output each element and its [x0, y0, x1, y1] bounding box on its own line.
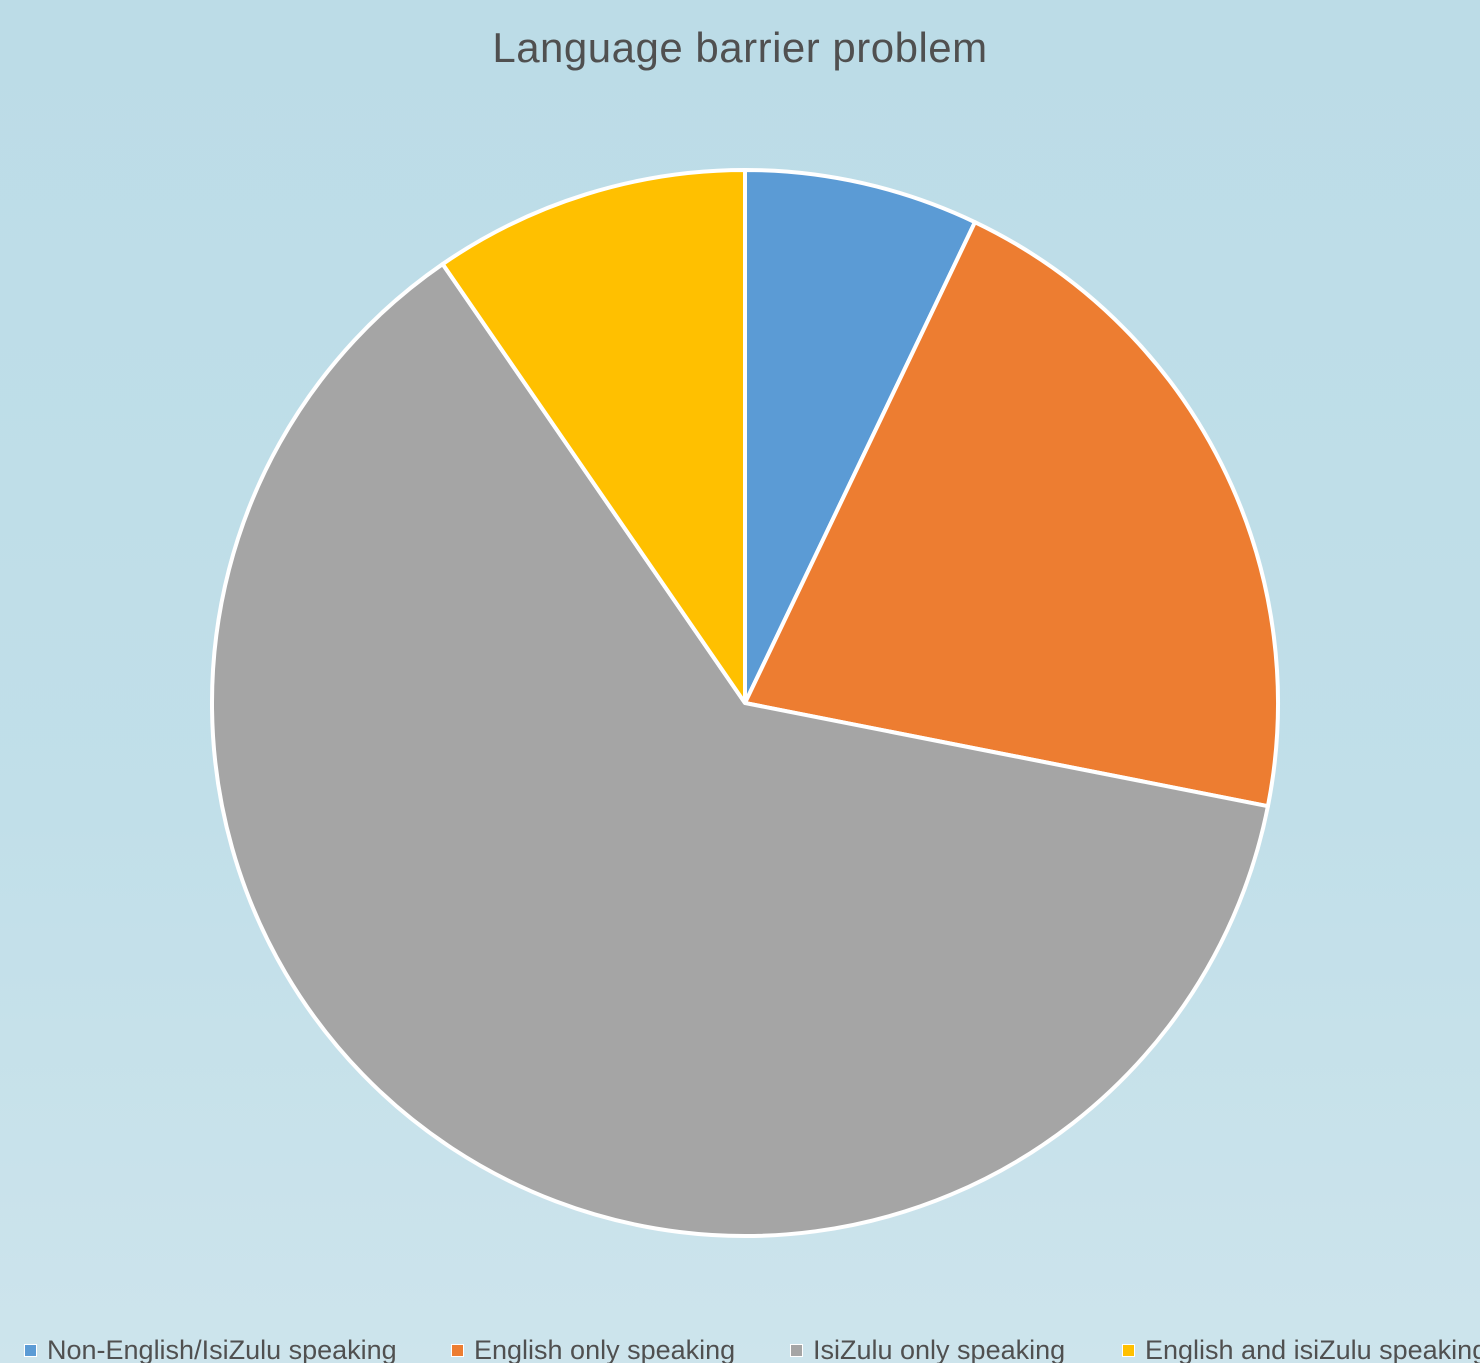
pie-slice: [440, 168, 747, 705]
legend-item: Non-English/IsiZulu speaking: [24, 1334, 397, 1363]
legend-swatch: [451, 1343, 464, 1357]
legend-item: English only speaking: [451, 1334, 735, 1363]
pie-slices: [209, 168, 1280, 1238]
legend-label: Non-English/IsiZulu speaking: [47, 1335, 397, 1363]
pie-chart: [209, 168, 1280, 1238]
chart-title: Language barrier problem: [492, 24, 988, 71]
legend-swatch: [1122, 1343, 1135, 1357]
legend-label: English and isiZulu speaking: [1145, 1335, 1480, 1363]
legend-item: English and isiZulu speaking: [1122, 1334, 1480, 1363]
legend-label: IsiZulu only speaking: [813, 1335, 1066, 1363]
pie-slice: [743, 220, 1280, 809]
pie-slice: [743, 168, 977, 705]
legend-item: IsiZulu only speaking: [790, 1334, 1065, 1363]
legend-swatch: [790, 1343, 803, 1357]
pie-slice: [209, 262, 1270, 1238]
legend-label: English only speaking: [474, 1335, 736, 1363]
legend-swatch: [24, 1343, 37, 1357]
chart-legend: Non-English/IsiZulu speaking English onl…: [0, 1334, 1480, 1363]
